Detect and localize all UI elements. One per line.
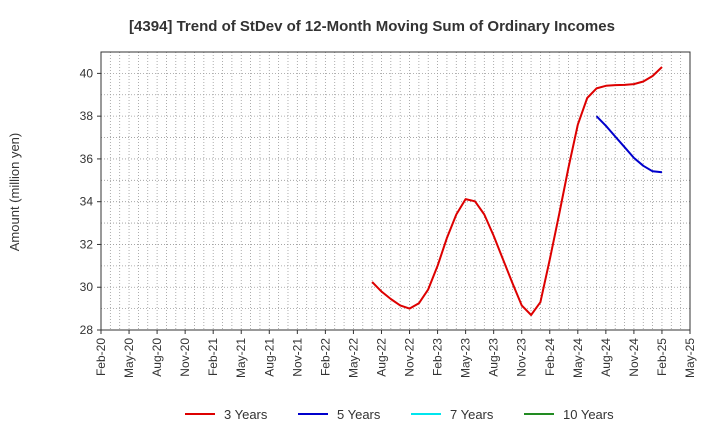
x-tick-label: Nov-20 (178, 338, 192, 377)
legend-label-5-years: 5 Years (337, 407, 381, 422)
y-tick-label: 30 (80, 280, 94, 294)
x-tick-label: Feb-20 (94, 338, 108, 376)
chart-title: [4394] Trend of StDev of 12-Month Moving… (129, 18, 615, 35)
x-tick-label: Nov-24 (627, 338, 641, 377)
x-tick-label: May-20 (122, 338, 136, 378)
x-tick-label: May-24 (571, 338, 585, 378)
plot-frame (100, 51, 691, 331)
x-tick-label: Feb-25 (655, 338, 669, 376)
y-tick-label: 40 (80, 66, 94, 80)
x-tick-label: Nov-23 (515, 338, 529, 377)
x-tick-label: May-22 (346, 338, 360, 378)
y-axis-label: Amount (million yen) (7, 133, 22, 252)
series-line-5-years (595, 115, 663, 174)
x-tick-label: May-21 (234, 338, 248, 378)
x-tick-label: Feb-24 (543, 338, 557, 376)
x-tick-label: Aug-20 (150, 338, 164, 377)
x-tick-label: Aug-23 (487, 338, 501, 377)
legend-label-3-years: 3 Years (224, 407, 268, 422)
x-tick-label: May-23 (459, 338, 473, 378)
y-tick-label: 32 (80, 237, 94, 251)
y-tick-label: 34 (80, 195, 94, 209)
plot-area: 28 30 32 34 36 38 40 Feb-20 May-20 Aug-20 Nov-20 Fe… (80, 51, 697, 378)
y-tick-label: 38 (80, 109, 94, 123)
legend: 3 Years 5 Years 7 Years 10 Years (185, 407, 614, 422)
x-tick-label: Feb-21 (206, 338, 220, 376)
x-tick-label: Aug-24 (599, 338, 613, 377)
x-tick-label: May-25 (683, 338, 697, 378)
x-tick-label: Feb-22 (318, 338, 332, 376)
x-tick-label: Nov-22 (403, 338, 417, 377)
x-tick-label: Nov-21 (290, 338, 304, 377)
legend-label-7-years: 7 Years (450, 407, 494, 422)
y-tick-label: 28 (80, 323, 94, 337)
x-tick-label: Aug-22 (374, 338, 388, 377)
x-tick-label: Feb-23 (431, 338, 445, 376)
series-line-3-years (371, 66, 663, 316)
y-tick-label: 36 (80, 152, 94, 166)
x-tick-label: Aug-21 (262, 338, 276, 377)
plot-background (101, 52, 690, 330)
legend-label-10-years: 10 Years (563, 407, 614, 422)
